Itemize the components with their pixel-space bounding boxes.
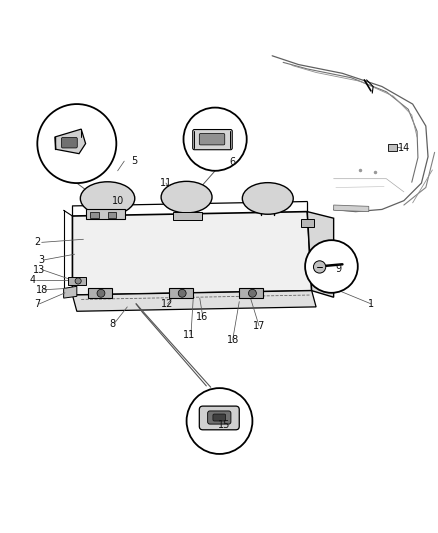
Text: 3: 3: [39, 255, 45, 265]
Text: 10: 10: [112, 196, 124, 206]
Ellipse shape: [161, 181, 212, 213]
Circle shape: [186, 388, 252, 454]
Text: 5: 5: [131, 156, 137, 166]
Circle shape: [313, 261, 325, 273]
FancyBboxPatch shape: [107, 212, 116, 218]
Text: 1: 1: [367, 299, 373, 309]
Text: 18: 18: [226, 335, 238, 345]
FancyBboxPatch shape: [300, 219, 313, 227]
Text: 8: 8: [109, 319, 115, 328]
Polygon shape: [72, 290, 315, 311]
FancyBboxPatch shape: [68, 277, 85, 285]
Text: 9: 9: [334, 264, 340, 273]
Circle shape: [304, 240, 357, 293]
FancyBboxPatch shape: [61, 138, 77, 148]
Text: 12: 12: [160, 299, 173, 309]
Polygon shape: [55, 129, 85, 154]
Ellipse shape: [80, 182, 134, 215]
FancyBboxPatch shape: [192, 130, 232, 150]
Polygon shape: [333, 205, 368, 212]
Text: 6: 6: [229, 157, 235, 167]
Text: 4: 4: [30, 274, 36, 285]
Text: 11: 11: [159, 178, 172, 188]
FancyBboxPatch shape: [207, 411, 230, 424]
Circle shape: [97, 289, 105, 297]
FancyBboxPatch shape: [387, 144, 396, 151]
Text: 7: 7: [34, 299, 40, 309]
Text: 11: 11: [182, 329, 194, 340]
FancyBboxPatch shape: [212, 414, 225, 421]
Text: 18: 18: [35, 285, 48, 295]
FancyBboxPatch shape: [199, 406, 239, 430]
Text: 16: 16: [195, 312, 208, 322]
Text: 14: 14: [397, 143, 409, 153]
Polygon shape: [64, 286, 77, 298]
Text: 13: 13: [33, 264, 46, 274]
Circle shape: [248, 289, 256, 297]
FancyBboxPatch shape: [199, 133, 224, 145]
FancyBboxPatch shape: [90, 212, 99, 218]
FancyBboxPatch shape: [239, 288, 263, 298]
Ellipse shape: [242, 183, 293, 214]
Circle shape: [178, 289, 186, 297]
Text: 15: 15: [217, 421, 230, 431]
FancyBboxPatch shape: [169, 288, 193, 298]
FancyBboxPatch shape: [173, 212, 201, 221]
Text: 17: 17: [252, 321, 265, 331]
Circle shape: [37, 104, 116, 183]
Polygon shape: [72, 212, 311, 295]
FancyBboxPatch shape: [88, 288, 112, 298]
Polygon shape: [307, 212, 333, 297]
Circle shape: [183, 108, 246, 171]
FancyBboxPatch shape: [85, 209, 125, 219]
Circle shape: [75, 278, 81, 284]
Text: 2: 2: [34, 237, 40, 247]
